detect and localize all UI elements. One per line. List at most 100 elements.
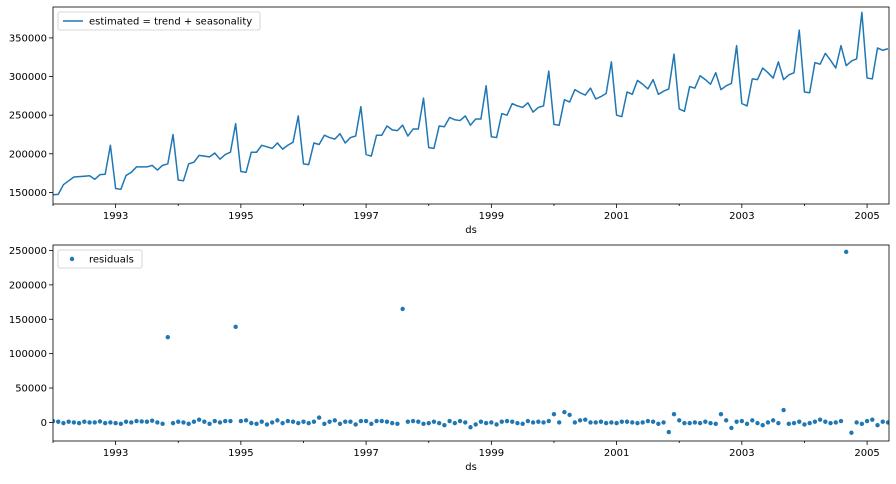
residual-point — [692, 420, 698, 425]
residual-point — [223, 418, 228, 424]
y-tick-label: 150000 — [9, 188, 47, 199]
residual-point — [562, 409, 567, 415]
x-tick-label: 2005 — [854, 448, 879, 459]
residual-point — [337, 421, 343, 427]
residual-point — [713, 421, 718, 427]
legend: residuals — [57, 249, 143, 269]
residual-point — [457, 418, 463, 424]
residual-point — [885, 420, 889, 425]
estimated-series-line — [53, 11, 889, 196]
residual-point — [379, 418, 384, 424]
residual-point — [598, 419, 604, 424]
residual-point — [71, 420, 77, 425]
residual-point — [499, 419, 504, 424]
residual-point — [426, 420, 431, 426]
y-tick-label: 250000 — [9, 246, 47, 257]
x-tick-label: 1997 — [353, 448, 378, 459]
legend-box — [57, 249, 143, 269]
residual-point — [765, 420, 771, 425]
residual-point — [249, 420, 254, 426]
residual-point — [374, 418, 379, 424]
residual-point — [165, 334, 170, 340]
residual-point — [447, 418, 452, 424]
residual-point — [395, 421, 400, 427]
residual-point — [478, 419, 484, 424]
residual-point — [384, 419, 390, 424]
residual-point — [614, 420, 619, 426]
residual-point — [870, 417, 875, 422]
residual-point — [875, 422, 880, 428]
residual-point — [593, 420, 598, 425]
residual-point — [160, 421, 165, 427]
residual-point — [656, 421, 661, 427]
residual-point — [473, 422, 478, 427]
residual-point — [588, 420, 593, 425]
residual-point — [572, 420, 578, 425]
residual-point — [113, 420, 118, 426]
residual-point — [536, 419, 541, 424]
residual-point — [603, 420, 609, 426]
residual-point — [776, 420, 781, 426]
residual-point — [416, 419, 421, 424]
residual-point — [640, 420, 645, 425]
residual-point — [343, 419, 348, 424]
residual-point — [645, 418, 651, 424]
y-tick-label: 350000 — [9, 33, 47, 44]
residual-point — [369, 421, 374, 427]
residual-point — [483, 420, 489, 426]
residual-point — [410, 418, 416, 424]
residual-point — [619, 419, 625, 424]
residual-point — [217, 420, 223, 425]
residual-point — [797, 419, 802, 424]
x-tick-label: 1993 — [103, 448, 128, 459]
y-tick-label: 200000 — [9, 149, 47, 160]
residual-point — [97, 419, 103, 424]
legend-point-marker — [69, 256, 75, 262]
residual-point — [823, 419, 828, 424]
residual-point — [123, 419, 129, 424]
residual-point — [275, 418, 280, 423]
axes-frame — [52, 244, 890, 442]
residual-point — [228, 418, 233, 424]
residual-point — [650, 419, 656, 424]
residual-point — [666, 429, 671, 435]
residual-point — [609, 420, 614, 425]
residual-point — [296, 420, 301, 426]
x-axis-label: ds — [465, 462, 477, 473]
residual-point — [139, 419, 144, 424]
legend-label: estimated = trend + seasonality — [89, 17, 252, 28]
residual-point — [129, 420, 134, 425]
residual-point — [786, 421, 792, 427]
residual-point — [760, 422, 765, 428]
residual-point — [734, 419, 739, 424]
residual-point — [807, 420, 812, 426]
residual-point — [577, 418, 583, 423]
residual-point — [770, 418, 776, 423]
residual-point — [405, 419, 411, 424]
residual-point — [556, 420, 562, 425]
residual-point — [739, 418, 745, 424]
x-tick-label: 2005 — [854, 211, 879, 222]
x-tick-label: 2001 — [604, 211, 629, 222]
chart-panel-1: 1993 1995 1997 1999 2001 2003 2005 150000 200000… — [9, 6, 890, 236]
residual-point — [671, 411, 677, 417]
residual-point — [61, 420, 66, 426]
residual-point — [718, 411, 724, 417]
residual-point — [102, 420, 108, 426]
residual-point — [697, 420, 703, 426]
residual-point — [311, 419, 317, 424]
residual-point — [431, 419, 437, 424]
residual-point — [170, 420, 176, 426]
residual-point — [202, 419, 207, 424]
residual-point — [525, 418, 531, 424]
residual-point — [134, 418, 139, 424]
residual-point — [118, 421, 124, 427]
residual-point — [510, 419, 515, 424]
y-tick-label: 300000 — [9, 72, 47, 83]
residual-point — [755, 420, 760, 426]
residual-point — [207, 421, 212, 427]
residual-point — [541, 420, 546, 425]
residual-point — [358, 418, 364, 424]
y-tick-label: 50000 — [15, 384, 47, 395]
x-tick-label: 2003 — [729, 211, 754, 222]
